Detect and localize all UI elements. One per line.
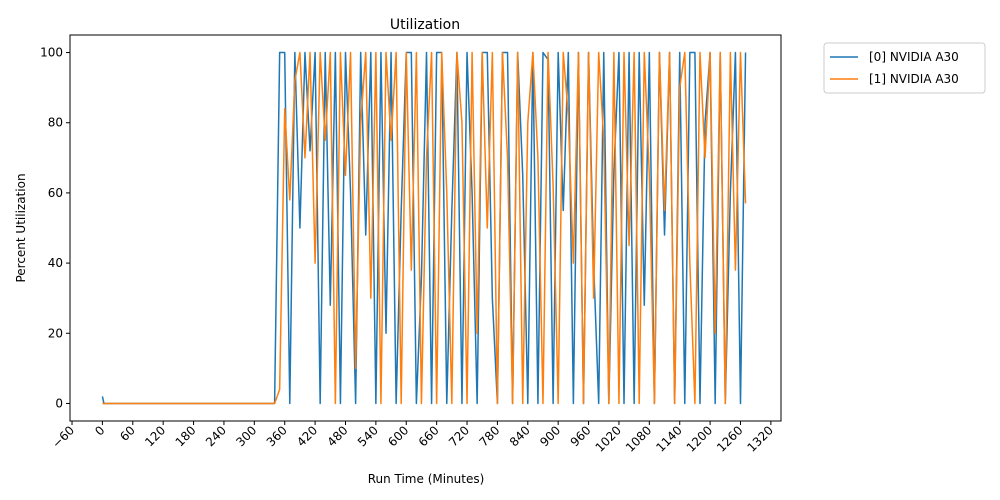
y-tick-label: 0 [55, 396, 63, 410]
y-tick-label: 40 [48, 256, 63, 270]
x-tick-label: 660 [416, 423, 442, 449]
y-tick-label: 20 [48, 326, 63, 340]
x-tick-label: 60 [117, 423, 138, 444]
legend-label: [0] NVIDIA A30 [869, 50, 959, 64]
x-tick-label: 360 [264, 423, 290, 449]
x-tick-label: 1140 [653, 423, 684, 454]
x-tick-label: 1200 [684, 423, 715, 454]
legend-box [823, 42, 986, 94]
x-tick-label: 0 [92, 423, 107, 438]
legend: [0] NVIDIA A30 [1] NVIDIA A30 [823, 42, 986, 94]
x-tick-label: 840 [507, 423, 533, 449]
x-tick-label: 180 [173, 423, 199, 449]
x-tick-label: 540 [355, 423, 381, 449]
x-tick-label: 120 [142, 423, 168, 449]
y-axis-label: Percent Utilization [14, 173, 28, 282]
y-tick-label: 100 [40, 46, 63, 60]
chart-title: Utilization [390, 17, 460, 33]
x-tick-label: 480 [325, 423, 351, 449]
x-tick-label: 1080 [623, 423, 654, 454]
x-tick-label: 780 [476, 423, 502, 449]
x-tick-label: 900 [537, 423, 563, 449]
x-tick-label: 1320 [744, 423, 775, 454]
y-tick-label: 60 [48, 186, 63, 200]
x-tick-label: 240 [203, 423, 229, 449]
x-axis-label: Run Time (Minutes) [368, 472, 485, 486]
line-series [102, 51, 747, 405]
x-tick-label: 720 [446, 423, 472, 449]
line-series [101, 51, 747, 405]
legend-label: [1] NVIDIA A30 [869, 72, 959, 86]
x-tick-label: 960 [568, 423, 594, 449]
y-tick-label: 80 [48, 116, 63, 130]
x-tick-label: 420 [294, 423, 320, 449]
axes-frame [69, 34, 782, 422]
x-tick-label: 1020 [593, 423, 624, 454]
x-tick-label: −60 [49, 423, 77, 451]
x-tick-label: 300 [233, 423, 259, 449]
x-tick-label: 1260 [714, 423, 745, 454]
x-tick-label: 600 [385, 423, 411, 449]
